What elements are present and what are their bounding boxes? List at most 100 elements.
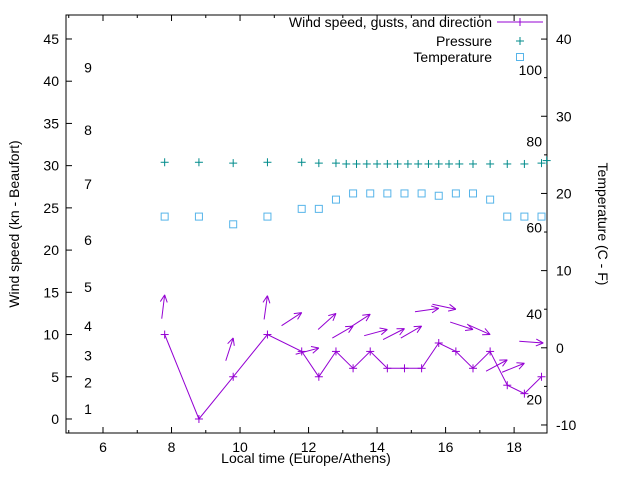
x-tick-label: 8 bbox=[168, 439, 176, 455]
y-left-tick-label: 25 bbox=[43, 200, 59, 216]
temperature-point bbox=[434, 191, 443, 200]
temperature-point bbox=[503, 212, 512, 221]
y-left-tick-label: 5 bbox=[51, 369, 59, 385]
gust-arrowhead bbox=[465, 328, 474, 332]
legend-label: Pressure bbox=[436, 33, 492, 49]
gust-arrowhead bbox=[266, 295, 271, 304]
gust-arrowhead bbox=[332, 313, 337, 322]
y-left-tick-label: 10 bbox=[43, 327, 59, 343]
gust-arrowhead bbox=[293, 312, 302, 315]
temperature-point bbox=[366, 189, 375, 198]
gust-arrowhead bbox=[159, 294, 166, 302]
gust-arrowhead bbox=[312, 347, 320, 354]
y-left-tick-label: 40 bbox=[43, 73, 59, 89]
gust-arrowhead bbox=[536, 338, 544, 344]
left-axis-title: Wind speed (kn - Beaufort) bbox=[6, 140, 22, 308]
beaufort-label: 2 bbox=[84, 375, 92, 391]
gust-arrow bbox=[225, 337, 234, 361]
temperature-point bbox=[469, 189, 477, 198]
fahrenheit-label: 20 bbox=[526, 392, 542, 408]
beaufort-label: 6 bbox=[84, 232, 92, 248]
gust-arrowhead bbox=[518, 362, 525, 370]
gust-arrowhead bbox=[328, 312, 337, 317]
temperature-point bbox=[263, 212, 272, 221]
beaufort-label: 7 bbox=[84, 176, 92, 192]
gust-arrowhead bbox=[447, 308, 456, 312]
gust-arrow bbox=[281, 312, 302, 327]
gust-arrowhead bbox=[449, 303, 457, 310]
x-tick-label: 18 bbox=[506, 439, 522, 455]
legend-square-sample bbox=[516, 53, 524, 61]
y-right-tick-label: 0 bbox=[556, 340, 564, 356]
temperature-point bbox=[451, 189, 460, 198]
temperature-point bbox=[537, 212, 546, 221]
gust-arrowhead bbox=[380, 329, 388, 336]
x-tick-label: 16 bbox=[438, 439, 454, 455]
temperature-point bbox=[400, 189, 409, 198]
temperature-point bbox=[486, 195, 495, 204]
fahrenheit-label: 80 bbox=[526, 134, 542, 150]
temperature-point bbox=[297, 204, 306, 213]
y-right-tick-label: 30 bbox=[556, 108, 572, 124]
right-axis-title: Temperature (C - F) bbox=[595, 162, 611, 286]
y-right-tick-label: 40 bbox=[556, 31, 572, 47]
gust-arrow bbox=[263, 295, 268, 320]
gust-arrow bbox=[382, 328, 405, 340]
gust-arrow bbox=[349, 313, 371, 328]
temperature-point bbox=[383, 189, 392, 198]
gust-arrow bbox=[450, 321, 474, 330]
gust-arrowhead bbox=[535, 342, 544, 347]
gust-arrow bbox=[400, 325, 422, 339]
temperature-point bbox=[314, 204, 323, 213]
y-left-tick-label: 30 bbox=[43, 158, 59, 174]
gust-arrowhead bbox=[399, 328, 405, 336]
y-left-tick-label: 0 bbox=[51, 411, 59, 427]
gust-arrow bbox=[414, 307, 439, 313]
plot-border bbox=[65, 14, 548, 434]
x-tick-label: 6 bbox=[99, 439, 107, 455]
gust-arrowhead bbox=[310, 346, 319, 349]
gust-arrowhead bbox=[413, 325, 422, 328]
gust-arrowhead bbox=[262, 295, 268, 303]
x-axis-title: Local time (Europe/Athens) bbox=[221, 450, 391, 466]
beaufort-label: 4 bbox=[84, 318, 92, 334]
gust-arrowhead bbox=[379, 327, 388, 330]
gust-arrow bbox=[432, 303, 456, 310]
gust-arrow bbox=[161, 294, 166, 319]
temperature-point bbox=[520, 212, 529, 221]
gust-arrowhead bbox=[502, 359, 508, 367]
y-left-tick-label: 20 bbox=[43, 242, 59, 258]
beaufort-label: 3 bbox=[84, 348, 92, 364]
fahrenheit-label: 60 bbox=[526, 219, 542, 235]
gust-arrowhead bbox=[430, 305, 439, 309]
beaufort-label: 1 bbox=[84, 401, 92, 417]
fahrenheit-label: 40 bbox=[526, 306, 542, 322]
gust-arrow bbox=[332, 325, 354, 339]
y-right-tick-label: -10 bbox=[556, 417, 576, 433]
beaufort-label: 5 bbox=[84, 279, 92, 295]
gust-arrowhead bbox=[362, 313, 371, 316]
gust-arrowhead bbox=[431, 307, 440, 314]
temperature-point bbox=[417, 189, 426, 198]
gust-arrow bbox=[501, 362, 525, 373]
x-tick-label: 12 bbox=[301, 439, 317, 455]
gust-arrowhead bbox=[416, 325, 423, 333]
gust-arrow bbox=[485, 359, 508, 372]
temperature-point bbox=[160, 212, 169, 221]
beaufort-label: 8 bbox=[84, 122, 92, 138]
gust-arrow bbox=[468, 324, 491, 335]
y-left-tick-label: 35 bbox=[43, 115, 59, 131]
gust-arrow bbox=[519, 340, 544, 344]
y-left-tick-label: 45 bbox=[43, 31, 59, 47]
y-right-tick-label: 20 bbox=[556, 185, 572, 201]
y-left-tick-label: 15 bbox=[43, 284, 59, 300]
x-tick-label: 10 bbox=[232, 439, 248, 455]
legend-label: Wind speed, gusts, and direction bbox=[289, 14, 492, 30]
gust-arrowhead bbox=[297, 312, 303, 320]
gust-arrowhead bbox=[365, 314, 371, 322]
temperature-point bbox=[229, 220, 238, 229]
x-tick-label: 14 bbox=[369, 439, 385, 455]
gust-arrowhead bbox=[232, 337, 235, 346]
temperature-point bbox=[331, 195, 340, 204]
